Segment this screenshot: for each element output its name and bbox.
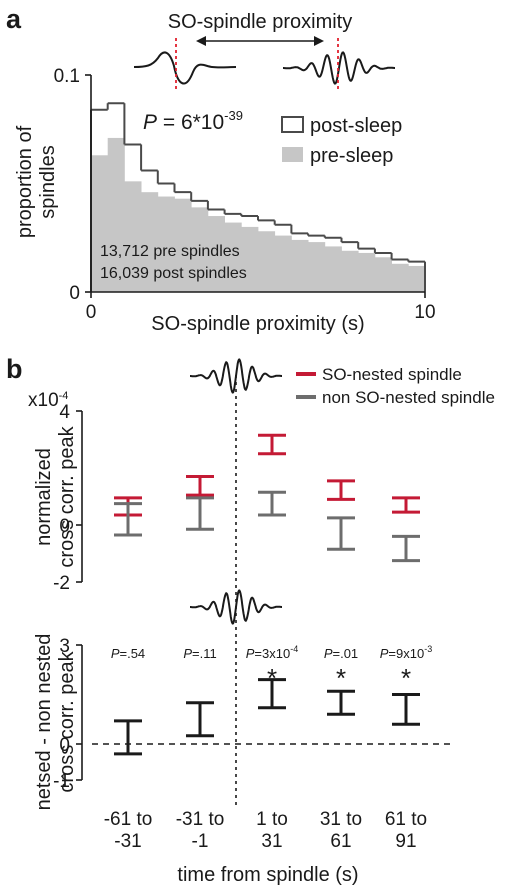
pre-sleep-bar (391, 263, 409, 292)
x-tick-label: 1 to (256, 809, 288, 830)
difference-errorbar (392, 693, 420, 726)
top-errorbars (114, 433, 420, 563)
p-value-label: P=9x10-3 (380, 644, 432, 661)
pre-sleep-bar (341, 250, 359, 292)
pre-sleep-bar (308, 242, 326, 292)
legend-nested-label: SO-nested spindle (322, 365, 462, 384)
proximity-arrow (196, 36, 324, 46)
pre-sleep-bar (274, 235, 292, 292)
significance-star: * (401, 663, 411, 693)
x-tick-label: 61 (330, 831, 351, 852)
x-tick-label: 31 (261, 831, 282, 852)
bottom-errorbars (114, 678, 420, 756)
x-tick-label: -31 (114, 831, 141, 852)
top-y-tick-0: 0 (59, 516, 70, 537)
bottom-plot-y-label-line2: cross corr. peak (56, 650, 78, 792)
x-tick-label: -31 to (176, 809, 225, 830)
x-tick-label: 31 to (320, 809, 362, 830)
non-nested-errorbar (114, 502, 142, 537)
legend-pre-swatch (282, 147, 303, 162)
x-tick-label: -1 (192, 831, 209, 852)
pre-sleep-bar (124, 181, 142, 292)
non-nested-errorbar (392, 534, 420, 563)
top-plot-y-label-line1: normalized (33, 448, 55, 546)
difference-errorbar (114, 719, 142, 756)
pre-sleep-bar (141, 192, 159, 292)
x-tick-label: 61 to (385, 809, 427, 830)
pre-sleep-bar (224, 222, 242, 292)
nested-errorbar (186, 475, 214, 497)
p-value-label: P=.11 (183, 646, 216, 661)
p-value-label: P=.54 (111, 646, 145, 661)
nested-errorbar (258, 433, 286, 456)
difference-errorbar (327, 689, 355, 716)
pre-sleep-bar (91, 155, 109, 292)
exponent-label: x10-4 (28, 390, 68, 411)
pre-sleep-bar (408, 265, 426, 292)
pre-sleep-bar (358, 252, 376, 292)
slow-oscillation-icon (133, 38, 237, 92)
top-y-tick-4: 4 (59, 402, 70, 423)
difference-errorbar (186, 701, 214, 738)
histogram-y-label-line2: spindles (37, 145, 59, 218)
bottom-y-tick-0: 0 (59, 735, 70, 756)
x-tick-label: -61 to (104, 809, 153, 830)
pre-sleep-bar (324, 246, 342, 292)
legend-non-nested-label: non SO-nested spindle (322, 388, 495, 407)
pre-sleep-bar (291, 239, 309, 292)
x-tick-left: 0 (86, 302, 97, 323)
p-value-label: P=3x10-4 (246, 644, 298, 661)
x-tick-label: 91 (395, 831, 416, 852)
non-nested-errorbar (258, 490, 286, 517)
nested-errorbar (327, 479, 355, 501)
post-count-label: 16,039 post spindles (100, 265, 247, 282)
legend-pre-label: pre-sleep (310, 145, 393, 167)
top-y-tick-neg2: -2 (53, 573, 70, 594)
legend-post-swatch (281, 116, 304, 133)
pre-count-label: 13,712 pre spindles (100, 243, 240, 260)
panel-a-title: SO-spindle proximity (168, 11, 353, 33)
non-nested-errorbar (327, 516, 355, 551)
histogram-x-label: SO-spindle proximity (s) (151, 313, 364, 335)
pre-sleep-bar (207, 216, 225, 292)
legend-post-label: post-sleep (310, 115, 402, 137)
non-nested-errorbar (186, 496, 214, 531)
y-tick-top: 0.1 (54, 66, 80, 87)
y-tick-bottom: 0 (69, 283, 80, 304)
bottom-y-tick-3: 3 (59, 636, 70, 657)
bottom-y-tick-neg1: -1 (53, 771, 70, 792)
pre-sleep-bar (174, 198, 192, 292)
pre-sleep-bar (191, 207, 209, 292)
panel-b-letter: b (6, 354, 23, 384)
p-value-label: P=.01 (324, 646, 358, 661)
difference-errorbar (258, 678, 286, 710)
nested-errorbar (392, 496, 420, 514)
bottom-x-label: time from spindle (s) (177, 864, 358, 886)
p-value-annotations: P=.54 P=.11 P=3x10-4 * P=.01 * P=9x10-3 * (111, 644, 432, 693)
top-plot-y-label-line2: cross corr. peak (56, 425, 78, 567)
p-value-stat: P = 6*10-39 (143, 108, 243, 134)
pre-sleep-bar (107, 137, 125, 292)
significance-star: * (267, 663, 277, 693)
bottom-plot-y-label-line1: netsed - non nested (33, 634, 55, 811)
pre-sleep-bar (258, 231, 276, 292)
significance-star: * (336, 663, 346, 693)
histogram-y-label-line1: proportion of (14, 125, 36, 238)
pre-sleep-bar (241, 226, 259, 292)
pre-sleep-bar (157, 196, 175, 292)
panel-a-letter: a (6, 4, 22, 34)
x-tick-right: 10 (414, 302, 435, 323)
spindle-icon (283, 38, 395, 92)
pre-sleep-bar (374, 257, 392, 292)
